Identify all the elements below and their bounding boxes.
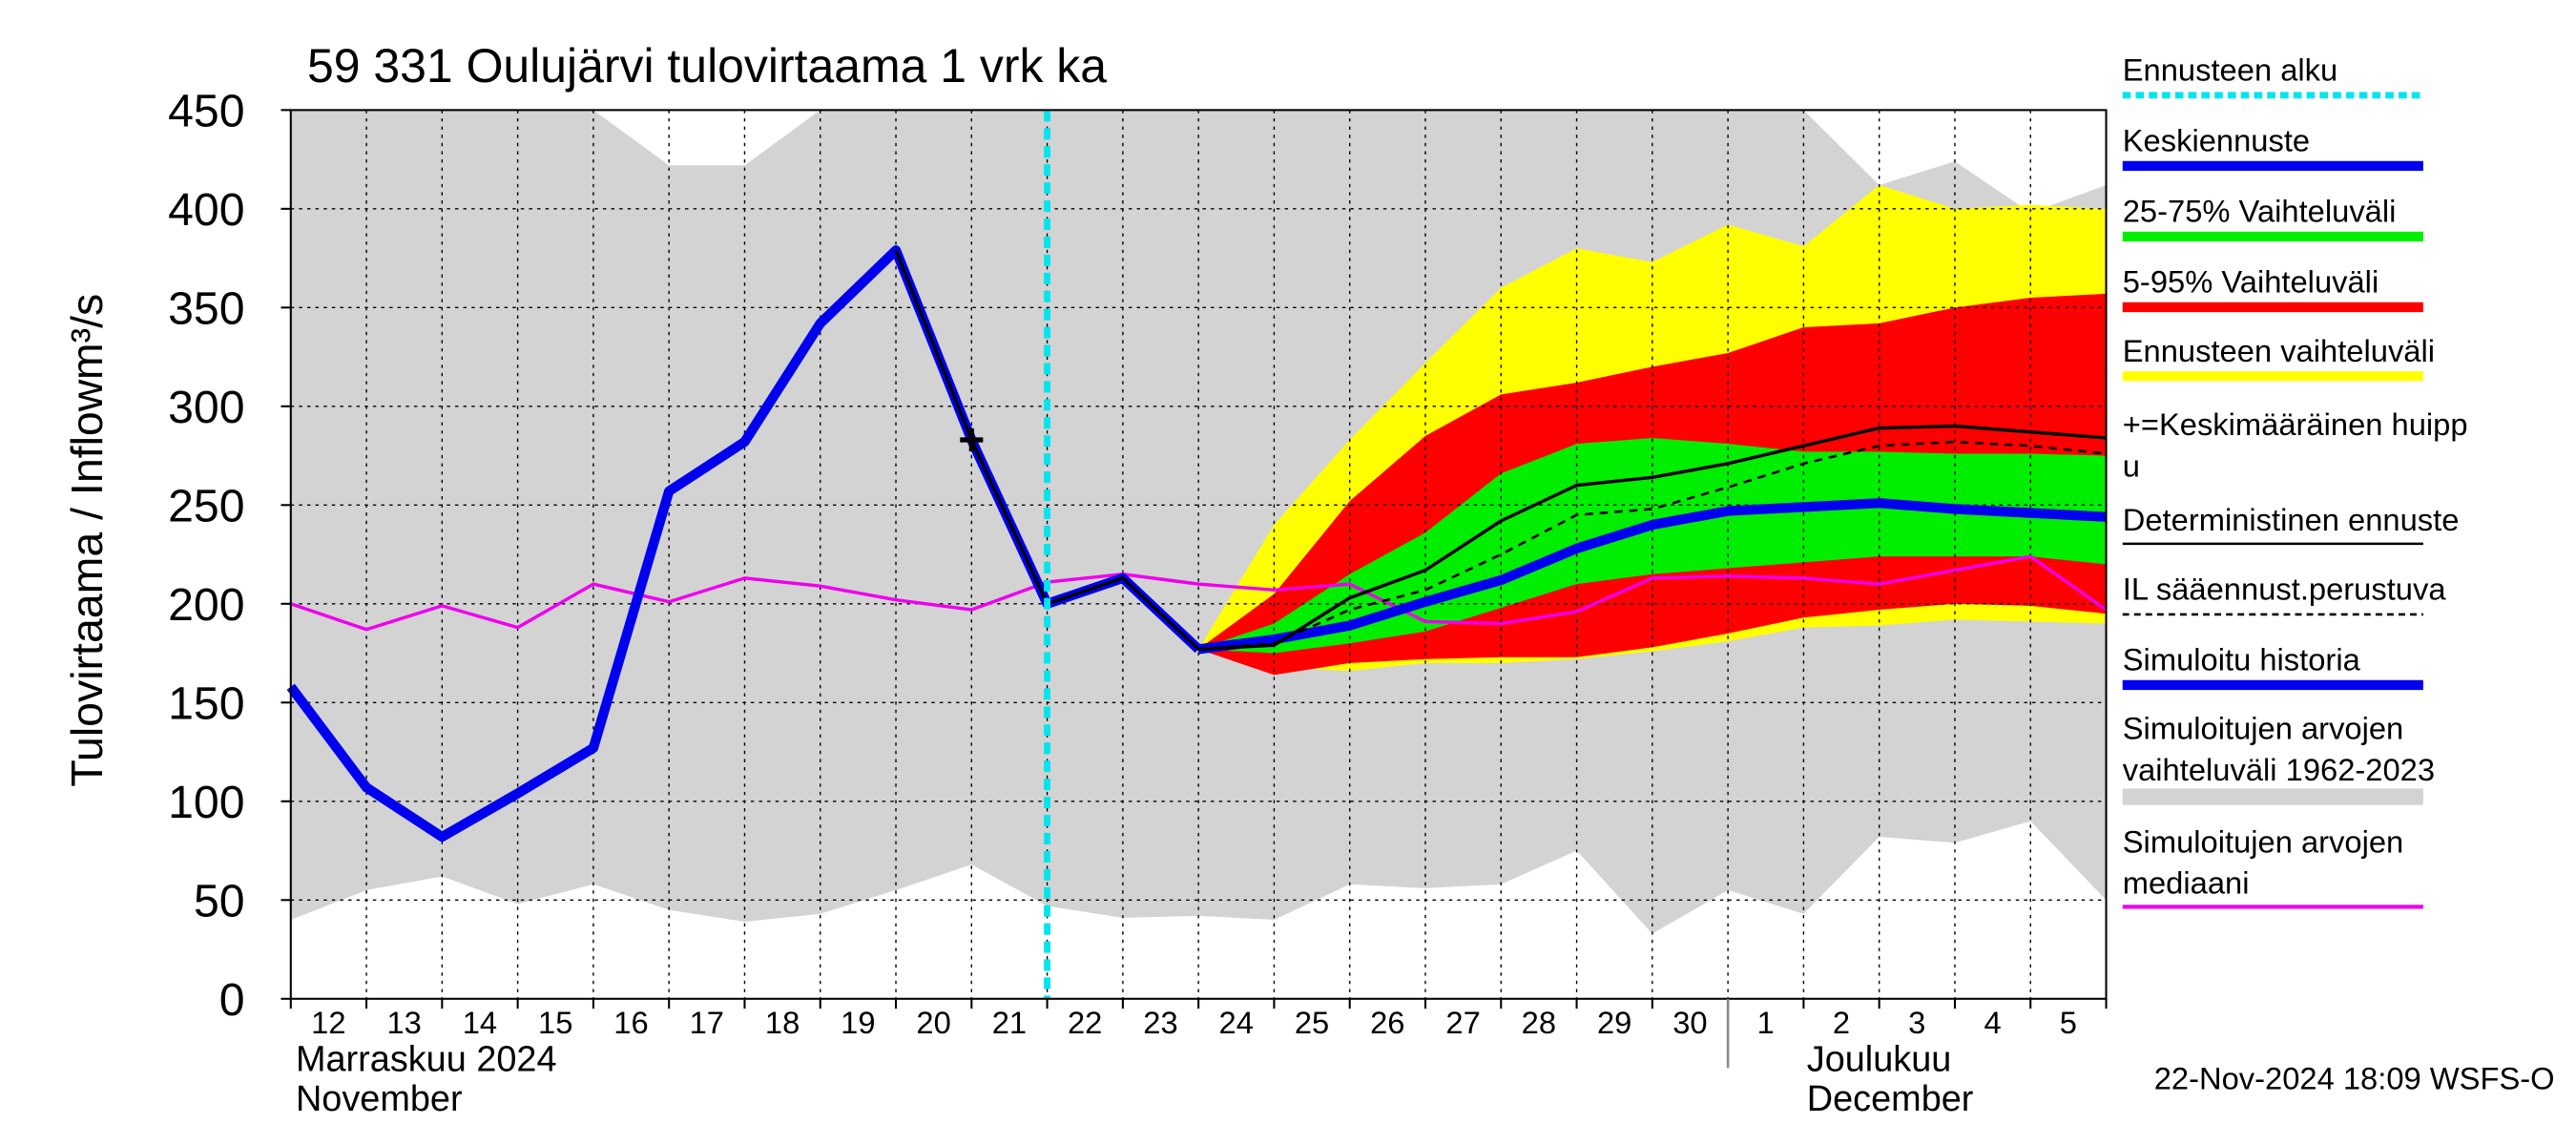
month-label: Joulukuu <box>1807 1040 1952 1080</box>
y-tick-label: 300 <box>168 382 244 433</box>
x-tick-label: 20 <box>916 1005 950 1040</box>
y-tick-label: 250 <box>168 481 244 532</box>
series-line <box>894 249 2107 652</box>
legend-label: Ennusteen alku <box>2123 52 2337 87</box>
y-tick-label: 50 <box>194 876 245 927</box>
x-tick-label: 22 <box>1068 1005 1102 1040</box>
y-tick-label: 0 <box>219 974 245 1026</box>
x-tick-label: 28 <box>1522 1005 1556 1040</box>
chart-title: 59 331 Oulujärvi tulovirtaama 1 vrk ka <box>307 39 1107 93</box>
x-tick-label: 21 <box>992 1005 1027 1040</box>
month-label: December <box>1807 1079 1974 1119</box>
legend-label: vaihteluväli 1962-2023 <box>2123 752 2435 787</box>
legend-label: mediaani <box>2123 865 2250 901</box>
y-tick-label: 450 <box>168 86 244 137</box>
legend-label: u <box>2123 448 2140 483</box>
x-tick-label: 4 <box>1984 1005 2001 1040</box>
x-tick-label: 2 <box>1833 1005 1850 1040</box>
plot-area <box>286 109 2108 1000</box>
legend-label: Simuloitujen arvojen <box>2123 824 2404 860</box>
x-tick-label: 24 <box>1219 1005 1254 1040</box>
legend-label: 5-95% Vaihteluväli <box>2123 263 2379 299</box>
y-tick-label: 200 <box>168 579 244 631</box>
legend-label: Deterministinen ennuste <box>2123 502 2460 537</box>
legend-label: Keskiennuste <box>2123 122 2310 157</box>
x-tick-label: 15 <box>538 1005 572 1040</box>
x-tick-label: 18 <box>765 1005 800 1040</box>
series-line <box>1197 498 2107 655</box>
peak-marker <box>960 427 984 452</box>
y-tick-label: 150 <box>168 678 244 730</box>
y-axis-label: Tulovirtaama / Inflow <box>62 379 112 786</box>
x-tick-label: 14 <box>463 1005 497 1040</box>
legend-label: 25-75% Vaihteluväli <box>2123 193 2397 228</box>
month-label: November <box>296 1079 463 1119</box>
x-tick-label: 23 <box>1143 1005 1177 1040</box>
legend-label: Simuloitujen arvojen <box>2123 711 2404 746</box>
series-line <box>290 554 2108 632</box>
x-tick-label: 30 <box>1672 1005 1707 1040</box>
x-tick-label: 27 <box>1445 1005 1480 1040</box>
legend-label: Ennusteen vaihteluväli <box>2123 333 2435 368</box>
x-tick-label: 3 <box>1908 1005 1925 1040</box>
x-tick-label: 29 <box>1597 1005 1631 1040</box>
x-tick-label: 19 <box>841 1005 875 1040</box>
x-tick-label: 17 <box>690 1005 724 1040</box>
x-tick-label: 25 <box>1295 1005 1329 1040</box>
x-tick-label: 5 <box>2060 1005 2077 1040</box>
legend-label: IL sääennust.perustuva <box>2123 571 2447 606</box>
y-tick-label: 400 <box>168 184 244 236</box>
footer: 22-Nov-2024 18:09 WSFS-O <box>2154 1060 2555 1095</box>
month-label: Marraskuu 2024 <box>296 1040 557 1080</box>
y-tick-label: 100 <box>168 777 244 828</box>
y-axis-unit: m³/s <box>62 294 112 380</box>
x-tick-label: 12 <box>311 1005 345 1040</box>
x-tick-label: 13 <box>386 1005 421 1040</box>
x-tick-label: 26 <box>1370 1005 1404 1040</box>
x-tick-label: 16 <box>613 1005 648 1040</box>
legend-label: Simuloitu historia <box>2123 641 2361 677</box>
y-tick-label: 350 <box>168 283 244 335</box>
legend-label: +=Keskimääräinen huipp <box>2123 406 2468 442</box>
x-tick-label: 1 <box>1757 1005 1775 1040</box>
